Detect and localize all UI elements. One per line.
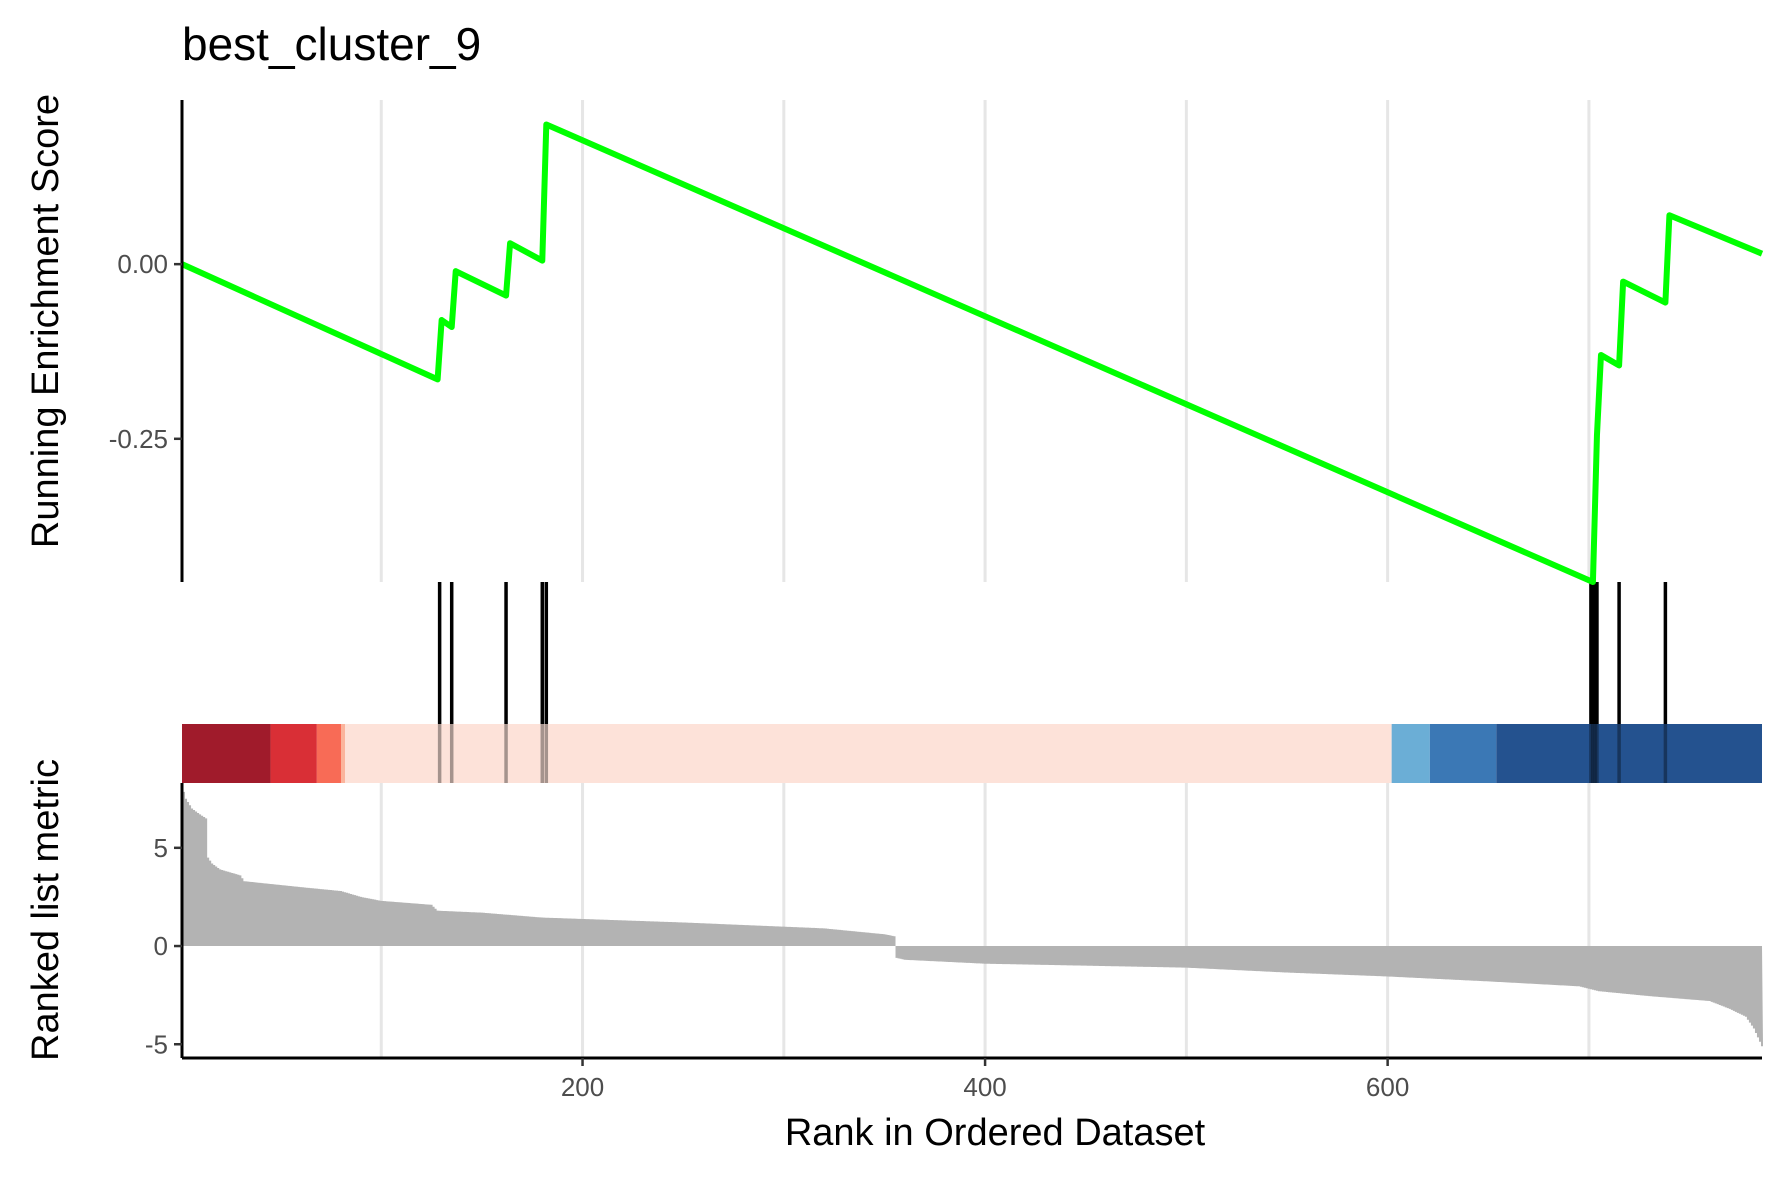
rank-color-bar: [182, 724, 1762, 783]
x-tick-label: 600: [1366, 1072, 1409, 1102]
y-tick-label-top: -0.25: [109, 424, 168, 454]
color-bar-segment: [1429, 724, 1497, 783]
color-bar-segment: [1391, 724, 1430, 783]
y-tick-label-top: 0.00: [117, 249, 168, 279]
running-es-curve: [180, 121, 1764, 585]
color-bar-segment: [1496, 724, 1762, 783]
gene-hit-marks: [437, 582, 1668, 783]
ranked-metric-bars: [180, 784, 1764, 1047]
axes: [174, 100, 1762, 1066]
y-axis-title-running-es: Running Enrichment Score: [25, 94, 67, 548]
y-axis-title-ranked-metric: Ranked list metric: [25, 759, 67, 1061]
axis-labels: 0.00 -0.25 5 0 -5 200 400 600: [109, 249, 1410, 1102]
y-tick-label-bottom: 5: [154, 833, 168, 863]
y-tick-label-bottom: -5: [145, 1029, 168, 1059]
x-tick-label: 400: [963, 1072, 1006, 1102]
color-bar-segment: [345, 724, 1392, 783]
color-bar-segment: [182, 724, 271, 783]
plot-title: best_cluster_9: [182, 18, 481, 70]
y-tick-label-bottom: 0: [154, 931, 168, 961]
x-tick-label: 200: [561, 1072, 604, 1102]
top-panel-gridlines: [379, 100, 1591, 582]
color-bar-segment: [270, 724, 317, 783]
running-es-line: [180, 121, 1764, 585]
ranked-metric-area: [180, 784, 1764, 1047]
color-bar-segment: [341, 724, 346, 783]
color-bar-segment: [316, 724, 342, 783]
x-axis-title: Rank in Ordered Dataset: [785, 1112, 1206, 1154]
